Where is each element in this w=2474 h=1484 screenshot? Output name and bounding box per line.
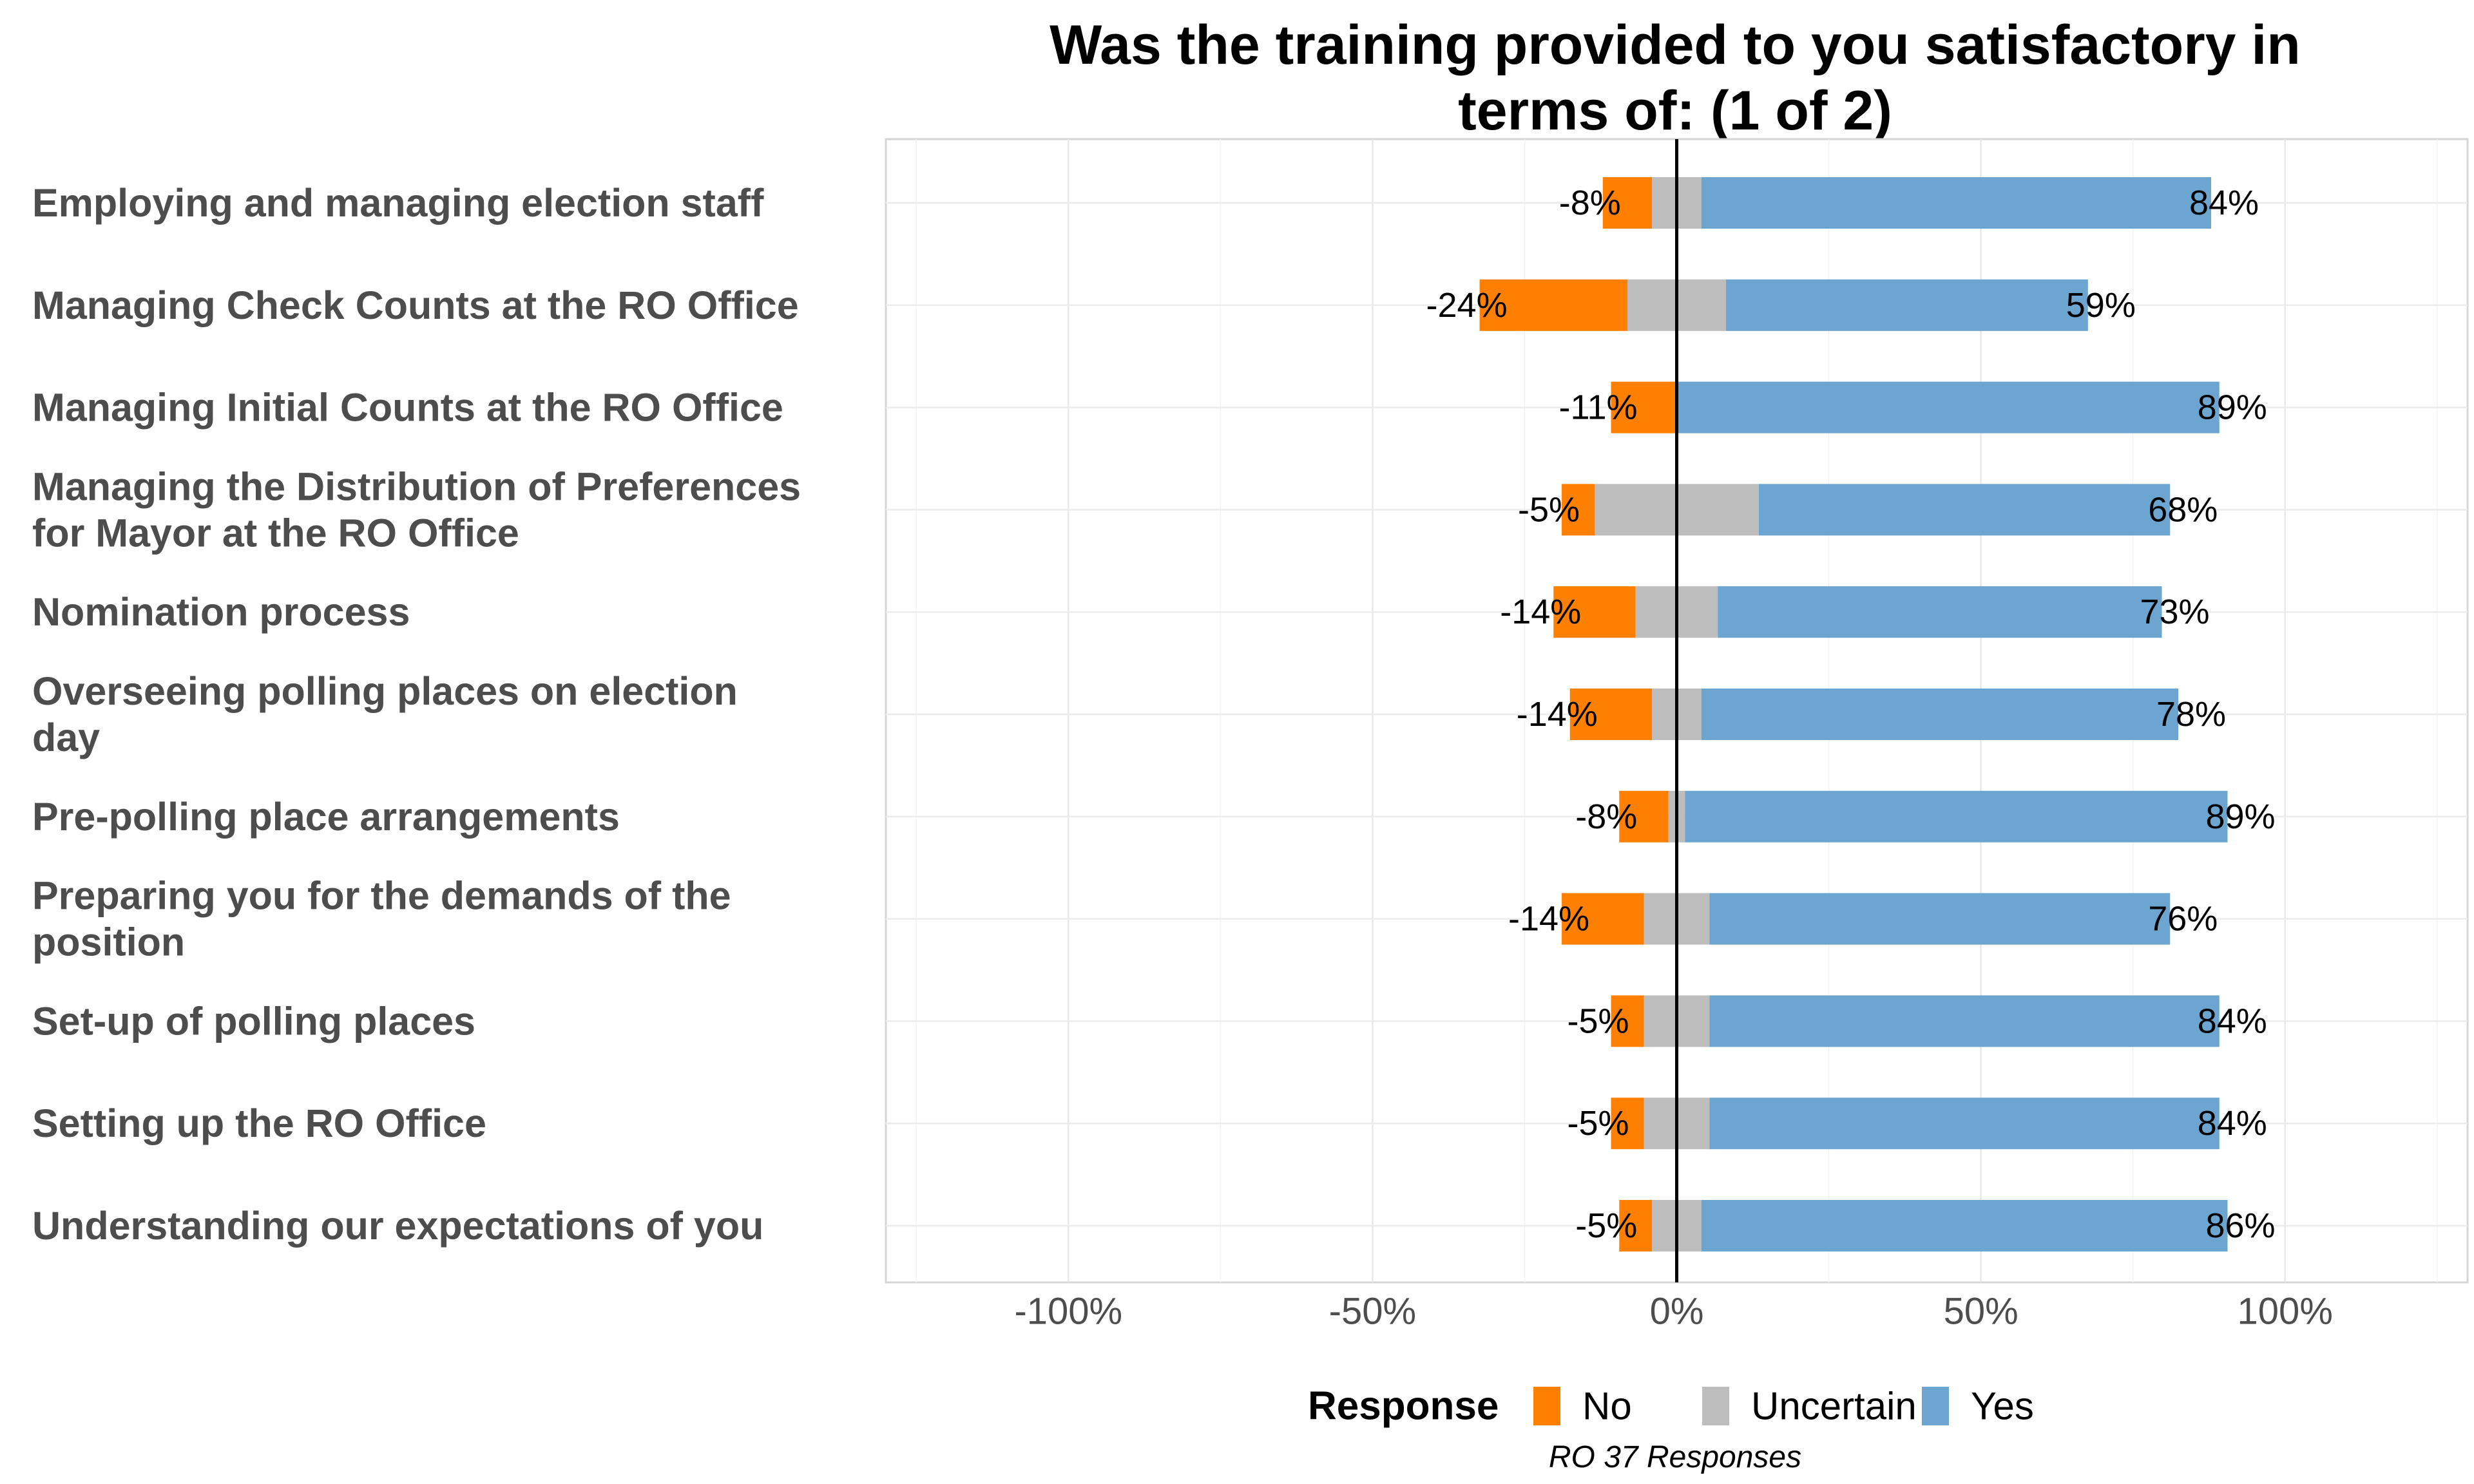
bar-yes xyxy=(1759,484,2170,535)
y-tick-label: Setting up the RO Office xyxy=(32,1101,486,1145)
bar-label-no: -14% xyxy=(1500,593,1581,631)
y-tick-label: Pre-polling place arrangements xyxy=(32,795,620,839)
y-tick-label: Overseeing polling places on election xyxy=(32,669,738,713)
bar-yes xyxy=(1726,280,2088,331)
bar-label-no: -5% xyxy=(1518,490,1580,529)
y-tick-label: Nomination process xyxy=(32,590,410,634)
y-tick-label: position xyxy=(32,920,185,964)
y-axis-labels: Employing and managing election staff Man… xyxy=(32,181,801,1248)
bar-label-yes: 84% xyxy=(2189,184,2259,222)
legend-swatch-yes xyxy=(1922,1387,1949,1425)
legend-title: Response xyxy=(1308,1384,1499,1429)
legend-label-no: No xyxy=(1582,1385,1632,1428)
y-tick-label: Managing the Distribution of Preferences xyxy=(32,464,801,508)
bar-label-no: -11% xyxy=(1558,388,1637,427)
y-tick-label: Preparing you for the demands of the xyxy=(32,874,731,918)
caption: RO 37 Responses xyxy=(1549,1440,1801,1474)
bar-yes xyxy=(1702,177,2211,229)
y-tick-label: for Mayor at the RO Office xyxy=(32,511,519,555)
chart-title-line: Was the training provided to you satisfa… xyxy=(1050,14,2301,76)
bar-label-yes: 89% xyxy=(2205,797,2275,836)
y-tick-label: Employing and managing election staff xyxy=(32,181,764,225)
x-tick-label: 0% xyxy=(1650,1291,1704,1333)
bar-label-yes: 89% xyxy=(2198,388,2267,427)
bar-yes xyxy=(1702,1200,2228,1251)
x-tick-label: -100% xyxy=(1014,1291,1122,1333)
bar-label-no: -5% xyxy=(1568,1002,1629,1040)
chart-title-line: terms of: (1 of 2) xyxy=(1458,80,1892,142)
legend-swatch-no xyxy=(1533,1387,1560,1425)
x-tick-label: -50% xyxy=(1329,1291,1416,1333)
y-tick-label: Understanding our expectations of you xyxy=(32,1204,763,1248)
bar-yes xyxy=(1702,689,2178,740)
bar-label-no: -14% xyxy=(1517,695,1598,734)
bar-yes xyxy=(1677,382,2220,433)
bar-label-no: -5% xyxy=(1575,1206,1637,1245)
y-tick-label: Managing Check Counts at the RO Office xyxy=(32,283,799,327)
bar-label-yes: 76% xyxy=(2148,900,2218,938)
y-tick-label: day xyxy=(32,716,100,759)
bar-label-yes: 73% xyxy=(2140,593,2209,631)
chart-title: Was the training provided to you satisfa… xyxy=(1050,14,2301,142)
bar-yes xyxy=(1709,1098,2219,1149)
bar-label-yes: 84% xyxy=(2198,1002,2267,1040)
bar-label-no: -8% xyxy=(1575,797,1637,836)
legend: Response No Uncertain Yes xyxy=(1308,1384,2034,1429)
bar-label-no: -8% xyxy=(1559,184,1621,222)
x-axis-labels: -100% -50% 0% 50% 100% xyxy=(1014,1291,2332,1333)
legend-swatch-uncertain xyxy=(1702,1387,1729,1425)
bar-label-no: -5% xyxy=(1568,1104,1629,1143)
bar-label-no: -24% xyxy=(1426,286,1508,325)
x-tick-label: 50% xyxy=(1944,1291,2019,1333)
bar-yes xyxy=(1709,995,2219,1047)
bar-label-yes: 78% xyxy=(2156,695,2226,734)
bar-yes xyxy=(1685,791,2227,842)
bar-label-yes: 59% xyxy=(2066,286,2136,325)
bar-yes xyxy=(1709,893,2170,945)
legend-label-yes: Yes xyxy=(1971,1385,2034,1428)
y-tick-label: Set-up of polling places xyxy=(32,999,475,1043)
bar-yes xyxy=(1718,586,2162,638)
bar-label-yes: 84% xyxy=(2198,1104,2267,1143)
bar-label-yes: 86% xyxy=(2205,1206,2275,1245)
y-tick-label: Managing Initial Counts at the RO Office xyxy=(32,386,783,430)
x-tick-label: 100% xyxy=(2238,1291,2333,1333)
bar-label-yes: 68% xyxy=(2148,490,2218,529)
legend-label-uncertain: Uncertain xyxy=(1751,1385,1917,1428)
bar-label-no: -14% xyxy=(1508,900,1589,938)
